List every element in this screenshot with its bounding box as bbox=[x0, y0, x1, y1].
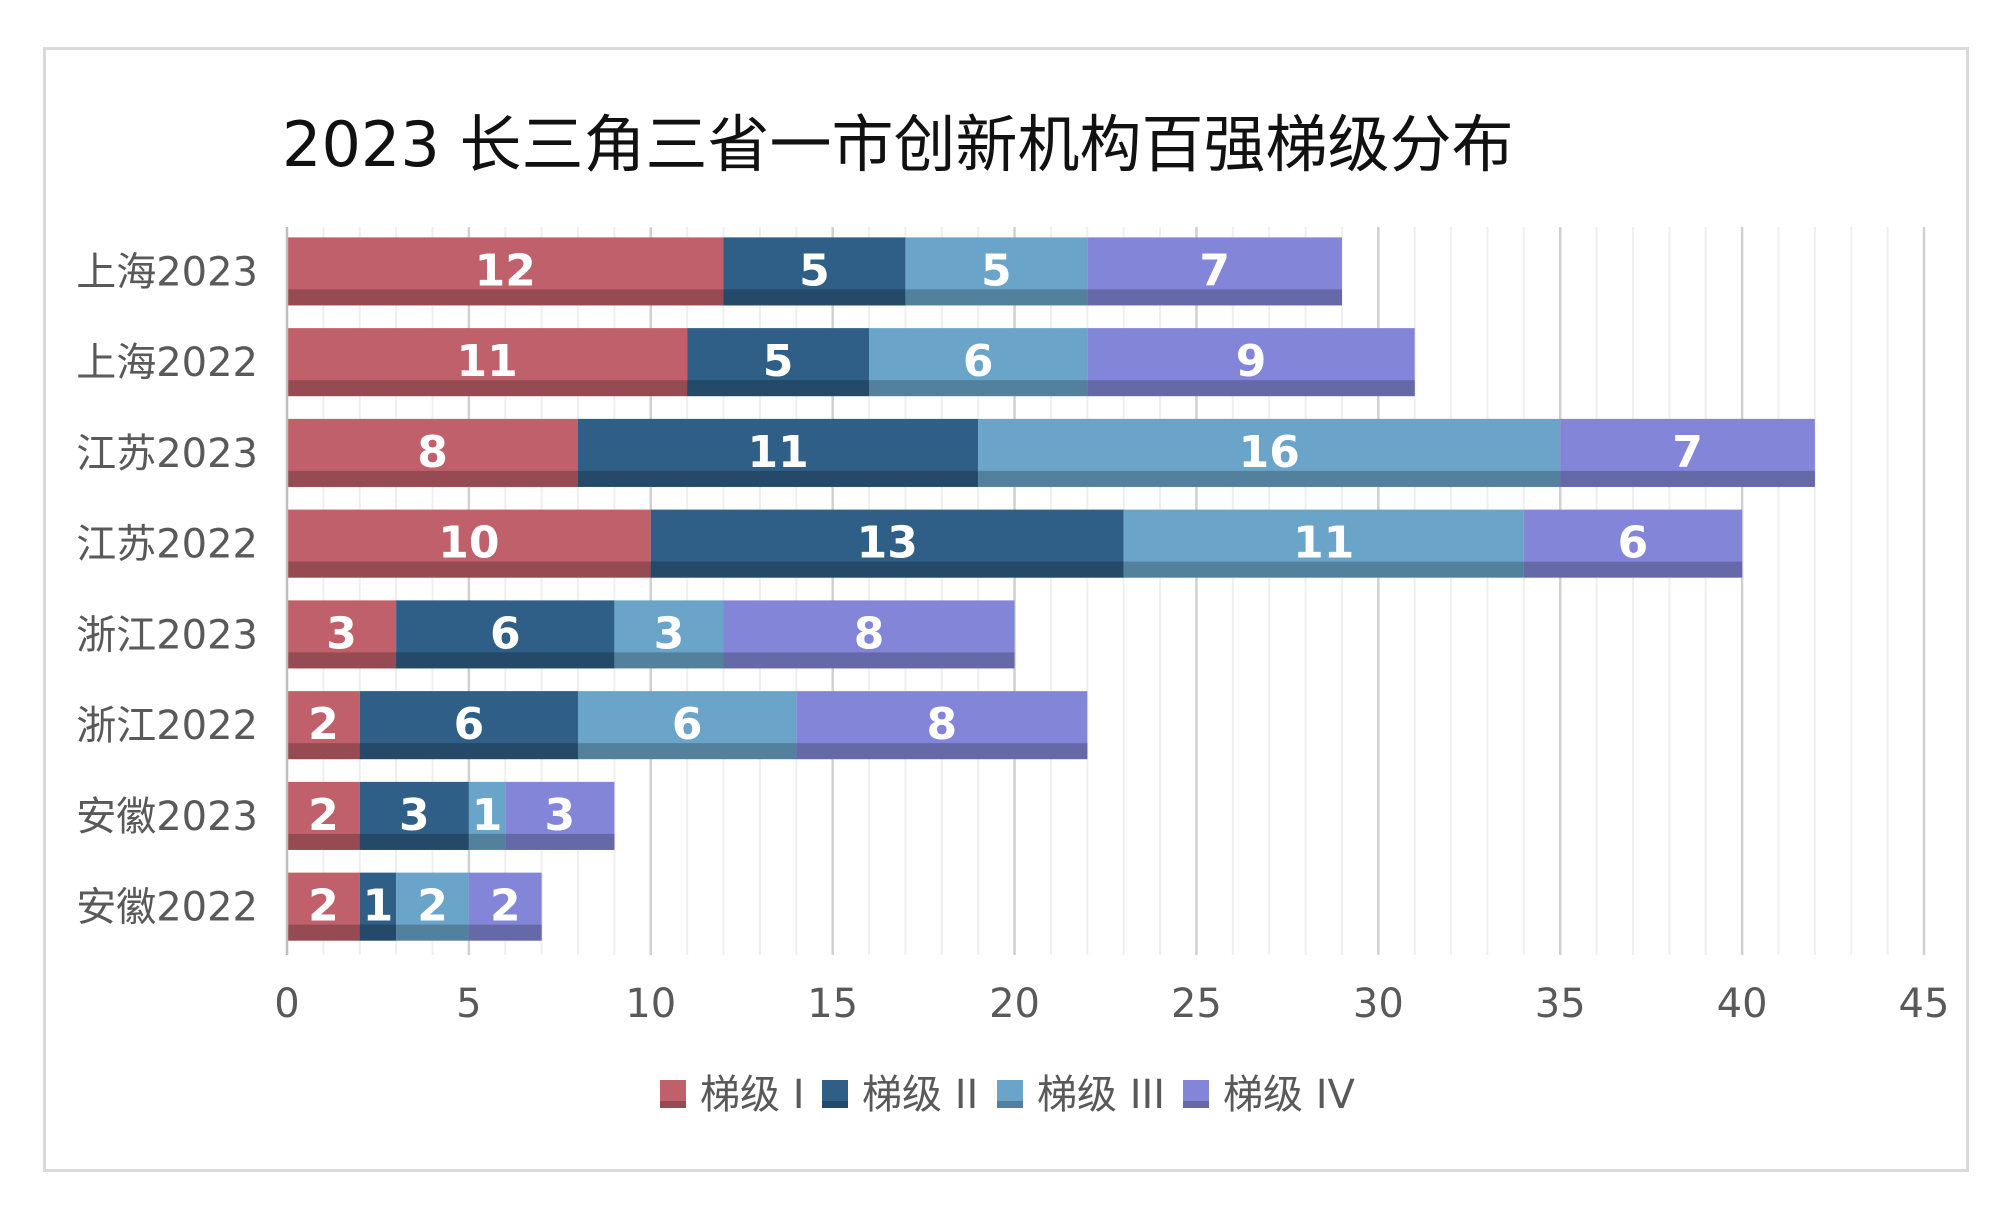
bar-segment-shade bbox=[869, 380, 1088, 397]
data-label: 7 bbox=[1199, 245, 1230, 296]
bar-segment-shade bbox=[359, 833, 469, 850]
bar-segment-shade bbox=[614, 652, 724, 669]
data-label: 6 bbox=[490, 608, 521, 659]
category-label: 安徽2022 bbox=[76, 885, 258, 931]
bar-segment-shade bbox=[578, 470, 979, 487]
x-tick-label: 20 bbox=[989, 981, 1040, 1027]
x-tick-label: 25 bbox=[1171, 981, 1222, 1027]
bar-segment-shade bbox=[287, 924, 360, 941]
data-label: 13 bbox=[857, 518, 918, 569]
legend-swatch-shade bbox=[660, 1101, 686, 1108]
bar-segment-shade bbox=[978, 470, 1561, 487]
bar-segment-shade bbox=[796, 743, 1088, 760]
bar-segment-shade bbox=[650, 561, 1124, 578]
data-label: 2 bbox=[490, 881, 521, 932]
legend-label: 梯级 IV bbox=[1223, 1072, 1356, 1118]
data-label: 11 bbox=[456, 336, 517, 387]
data-label: 3 bbox=[326, 608, 357, 659]
x-tick-label: 5 bbox=[456, 981, 481, 1027]
data-label: 9 bbox=[1236, 336, 1267, 387]
x-tick-label: 30 bbox=[1353, 981, 1404, 1027]
data-label: 2 bbox=[417, 881, 448, 932]
bar-segment-shade bbox=[1123, 561, 1524, 578]
bar-segment-shade bbox=[468, 924, 542, 941]
bar-segment-shade bbox=[287, 289, 724, 306]
data-label: 1 bbox=[363, 881, 394, 932]
legend-swatch-shade bbox=[997, 1101, 1023, 1108]
data-label: 8 bbox=[417, 427, 448, 478]
data-label: 8 bbox=[926, 699, 957, 750]
bar-segment-shade bbox=[287, 743, 360, 760]
data-label: 8 bbox=[854, 608, 885, 659]
category-label: 浙江2022 bbox=[76, 703, 258, 749]
axes: 0 5 10 15 20 25 30 35 40 45上海2023上海2022江苏2023江苏20… bbox=[76, 227, 1949, 1027]
legend-label: 梯级 I bbox=[700, 1072, 805, 1118]
bar-segment-shade bbox=[287, 652, 397, 669]
data-label: 16 bbox=[1239, 427, 1300, 478]
bar-segment-shade bbox=[905, 289, 1088, 306]
x-tick-label: 10 bbox=[625, 981, 676, 1027]
bar-segment-shade bbox=[287, 833, 360, 850]
data-label: 6 bbox=[963, 336, 994, 387]
x-tick-label: 45 bbox=[1899, 981, 1950, 1027]
x-tick-label: 40 bbox=[1717, 981, 1768, 1027]
bar-segment-shade bbox=[687, 380, 870, 397]
bar-segment-shade bbox=[359, 924, 397, 941]
bar-segment-shade bbox=[396, 924, 469, 941]
bar-segment-shade bbox=[287, 561, 651, 578]
data-label: 10 bbox=[438, 518, 499, 569]
bar-segment-shade bbox=[505, 833, 615, 850]
category-label: 安徽2023 bbox=[76, 794, 258, 840]
bar-segment-shade bbox=[1560, 470, 1815, 487]
legend-label: 梯级 II bbox=[862, 1072, 978, 1118]
bar-segment-shade bbox=[359, 743, 579, 760]
data-label: 5 bbox=[763, 336, 794, 387]
data-label: 12 bbox=[475, 245, 536, 296]
x-tick-label: 35 bbox=[1535, 981, 1586, 1027]
data-label: 6 bbox=[454, 699, 485, 750]
data-label: 3 bbox=[399, 790, 430, 841]
bar-segment-shade bbox=[396, 652, 615, 669]
legend-label: 梯级 III bbox=[1037, 1072, 1165, 1118]
data-label: 11 bbox=[1293, 518, 1354, 569]
data-label: 6 bbox=[672, 699, 703, 750]
bar-segment-shade bbox=[468, 833, 506, 850]
legend-swatch-shade bbox=[1183, 1101, 1209, 1108]
x-tick-label: 0 bbox=[274, 981, 299, 1027]
bar-segment-shade bbox=[287, 380, 688, 397]
data-label: 5 bbox=[799, 245, 830, 296]
data-label: 11 bbox=[747, 427, 808, 478]
data-label: 2 bbox=[308, 881, 339, 932]
bars: 12 5 5 711 5 6 98 11 16 710 13 11 63 6 3 82 6 6 82 3 1 32 1 2 2 bbox=[287, 237, 1815, 941]
data-label: 2 bbox=[308, 790, 339, 841]
bar-segment-shade bbox=[578, 743, 797, 760]
data-label: 1 bbox=[472, 790, 503, 841]
bar-segment-shade bbox=[723, 652, 1015, 669]
bar-segment-shade bbox=[1087, 380, 1415, 397]
bar-segment-shade bbox=[723, 289, 906, 306]
data-label: 6 bbox=[1618, 518, 1649, 569]
data-label: 2 bbox=[308, 699, 339, 750]
bar-segment-shade bbox=[1087, 289, 1342, 306]
legend-swatch-shade bbox=[822, 1101, 848, 1108]
category-label: 上海2023 bbox=[76, 249, 258, 295]
data-label: 3 bbox=[545, 790, 576, 841]
legend: 梯级 I 梯级 II 梯级 III 梯级 IV bbox=[660, 1072, 1356, 1118]
category-label: 浙江2023 bbox=[76, 612, 258, 658]
data-label: 7 bbox=[1672, 427, 1703, 478]
category-label: 江苏2022 bbox=[76, 522, 258, 568]
bar-segment-shade bbox=[1523, 561, 1743, 578]
bar-segment-shade bbox=[287, 470, 579, 487]
data-label: 5 bbox=[981, 245, 1012, 296]
x-tick-label: 15 bbox=[807, 981, 858, 1027]
chart-title: 2023 长三角三省一市创新机构百强梯级分布 bbox=[282, 108, 1514, 181]
category-label: 上海2022 bbox=[76, 340, 258, 386]
category-label: 江苏2023 bbox=[76, 431, 258, 477]
data-label: 3 bbox=[654, 608, 685, 659]
